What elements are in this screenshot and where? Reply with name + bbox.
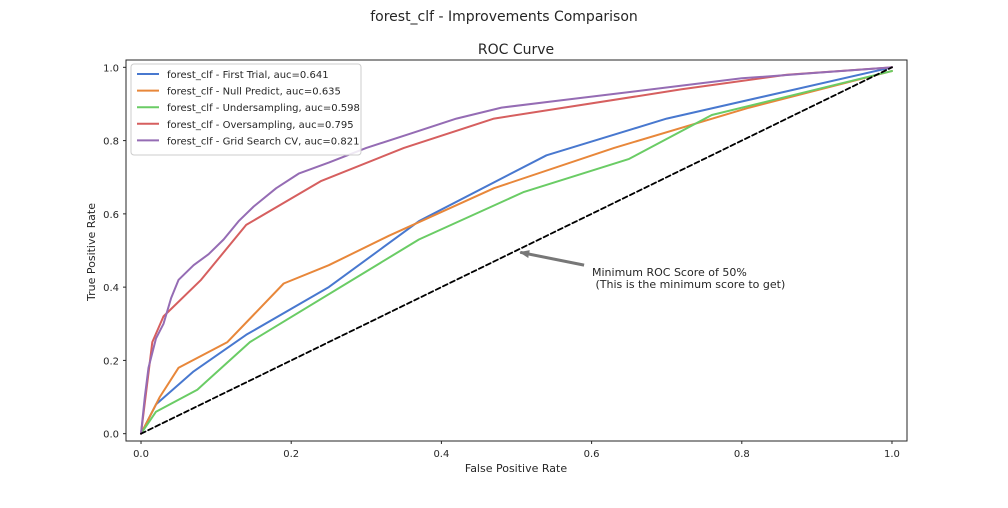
series-line-2 bbox=[140, 70, 893, 435]
annotation-text-line1: Minimum ROC Score of 50% bbox=[592, 266, 747, 279]
series-line-4 bbox=[140, 66, 893, 435]
x-axis-label: False Positive Rate bbox=[465, 462, 567, 475]
y-tick-label: 0.8 bbox=[103, 137, 119, 148]
legend-entry: forest_clf - Undersampling, auc=0.598 bbox=[167, 103, 360, 114]
axis-ticks: 0.0 0.2 0.4 0.6 0.8 1.0 0.0 0.2 0.4 0.6 0.8 1.0 bbox=[103, 63, 900, 460]
series-line-baseline bbox=[140, 66, 893, 435]
legend-entry: forest_clf - Grid Search CV, auc=0.821 bbox=[167, 136, 359, 147]
series-line-0 bbox=[140, 66, 893, 435]
x-tick-label: 0.8 bbox=[734, 449, 750, 460]
legend-box bbox=[130, 63, 362, 156]
y-tick-label: 0.6 bbox=[103, 210, 119, 221]
y-tick-label: 0.2 bbox=[103, 356, 119, 367]
x-tick-label: 0.0 bbox=[133, 449, 149, 460]
annotation: Minimum ROC Score of 50% (This is the mi… bbox=[519, 250, 785, 291]
x-tick-label: 0.2 bbox=[283, 449, 299, 460]
annotation-arrow bbox=[519, 250, 585, 267]
legend-entry: forest_clf - Oversampling, auc=0.795 bbox=[167, 120, 354, 131]
series-line-3 bbox=[140, 66, 893, 435]
y-tick-label: 0.4 bbox=[103, 283, 119, 294]
y-axis-label: True Positive Rate bbox=[85, 203, 98, 302]
legend-entry: forest_clf - First Trial, auc=0.641 bbox=[167, 70, 329, 81]
y-tick-label: 0.0 bbox=[103, 430, 119, 441]
legend-entry: forest_clf - Null Predict, auc=0.635 bbox=[167, 87, 341, 98]
chart-title: ROC Curve bbox=[478, 42, 554, 58]
axes-border bbox=[125, 59, 908, 442]
annotation-text-line2: (This is the minimum score to get) bbox=[592, 278, 785, 291]
y-tick-label: 1.0 bbox=[103, 63, 119, 74]
x-tick-label: 0.4 bbox=[433, 449, 449, 460]
axes-frame bbox=[125, 59, 908, 442]
series-line-1 bbox=[140, 70, 893, 435]
x-tick-label: 0.6 bbox=[584, 449, 600, 460]
legend: forest_clf - First Trial, auc=0.641 fores… bbox=[130, 63, 362, 156]
figure-suptitle: forest_clf - Improvements Comparison bbox=[370, 9, 638, 25]
x-tick-label: 1.0 bbox=[884, 449, 900, 460]
